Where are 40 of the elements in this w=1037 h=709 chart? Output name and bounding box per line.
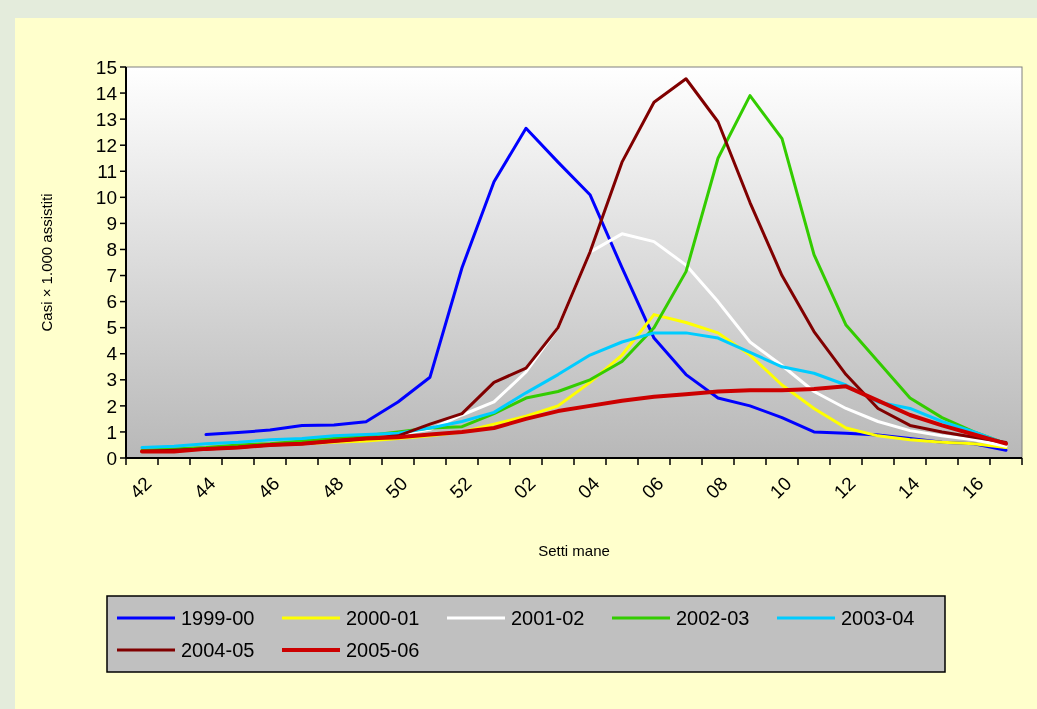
legend-label: 2000-01 bbox=[346, 607, 420, 629]
y-tick-label: 10 bbox=[95, 186, 117, 208]
legend-label: 2002-03 bbox=[676, 607, 750, 629]
legend-label: 2005-06 bbox=[346, 639, 420, 661]
y-tick-label: 5 bbox=[106, 317, 117, 339]
x-tick-label: 48 bbox=[317, 472, 348, 503]
legend-label: 1999-00 bbox=[181, 607, 255, 629]
x-tick-label: 12 bbox=[829, 472, 860, 503]
y-tick-label: 12 bbox=[95, 134, 117, 156]
y-tick-label: 1 bbox=[106, 421, 117, 443]
x-tick-label: 08 bbox=[701, 472, 732, 503]
y-tick-label: 8 bbox=[106, 239, 117, 261]
x-tick-label: 04 bbox=[573, 472, 604, 503]
y-tick-label: 7 bbox=[106, 265, 117, 287]
y-tick-label: 3 bbox=[106, 369, 117, 391]
legend-label: 2003-04 bbox=[841, 607, 915, 629]
y-axis-title: Casi × 1.000 assistiti bbox=[38, 193, 55, 332]
x-axis-title: Setti mane bbox=[538, 542, 610, 559]
x-tick-label: 50 bbox=[381, 472, 412, 503]
legend-label: 2004-05 bbox=[181, 639, 255, 661]
x-tick-label: 44 bbox=[189, 472, 220, 503]
x-tick-label: 14 bbox=[893, 472, 924, 503]
x-tick-label: 42 bbox=[125, 472, 156, 503]
y-tick-label: 11 bbox=[97, 160, 117, 182]
y-tick-label: 2 bbox=[106, 395, 117, 417]
x-tick-label: 02 bbox=[509, 472, 540, 503]
y-tick-label: 0 bbox=[106, 447, 117, 469]
y-tick-label: 4 bbox=[106, 343, 118, 365]
x-tick-label: 06 bbox=[637, 472, 668, 503]
x-tick-label: 46 bbox=[253, 472, 284, 503]
y-tick-label: 14 bbox=[95, 82, 118, 104]
y-tick-label: 15 bbox=[95, 56, 117, 78]
x-tick-label: 10 bbox=[765, 472, 796, 503]
x-tick-label: 16 bbox=[957, 472, 988, 503]
y-tick-label: 9 bbox=[106, 213, 117, 235]
y-tick-label: 6 bbox=[106, 291, 117, 313]
line-series bbox=[140, 384, 1008, 454]
x-tick-label: 52 bbox=[445, 472, 476, 503]
y-tick-label: 13 bbox=[95, 108, 117, 130]
legend-label: 2001-02 bbox=[511, 607, 585, 629]
